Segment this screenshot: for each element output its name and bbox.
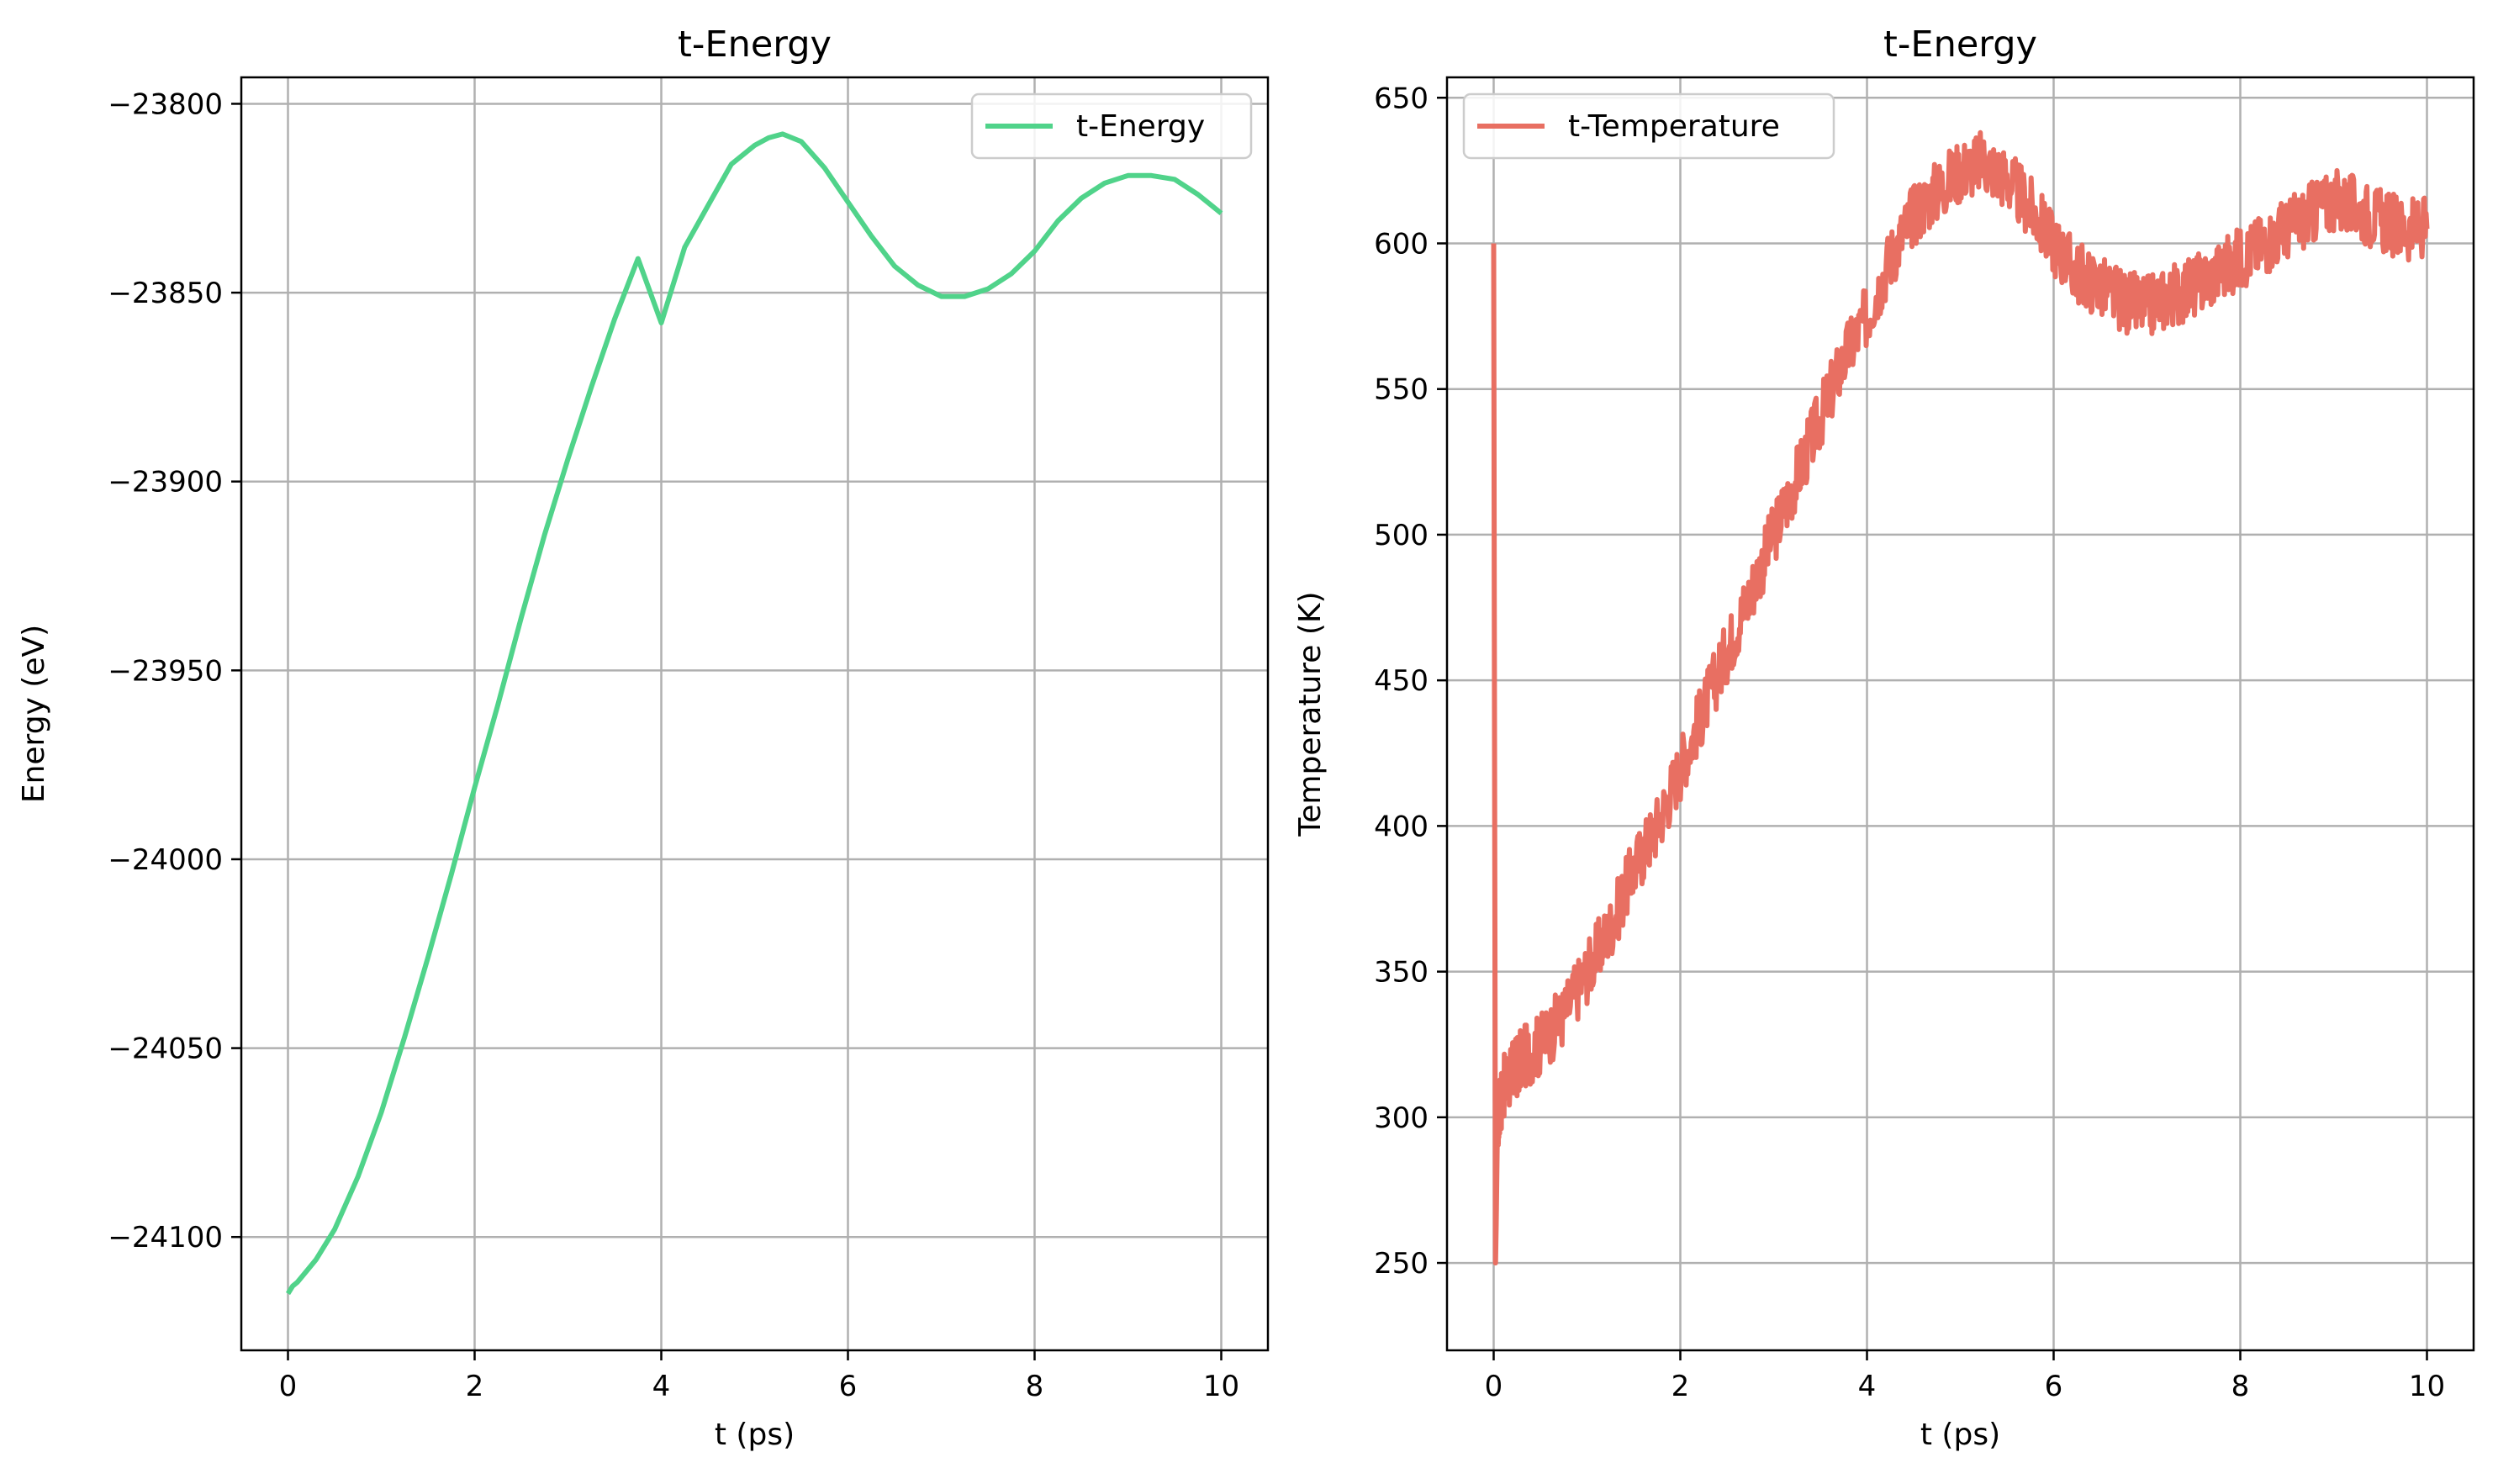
x-tick-label: 6 [2045,1370,2063,1403]
x-tick-label: 4 [652,1370,671,1403]
x-axis-label: t (ps) [715,1418,795,1452]
energy-plot: 0 2 4 6 8 10 −24100 −24050 −24000 −23950 −23900 −23… [17,24,1270,1452]
y-tick-label: 550 [1374,373,1429,407]
legend: t-Energy [970,92,1253,160]
y-tick-label: 450 [1374,664,1429,698]
y-tick-label: 650 [1374,82,1429,115]
x-axis-label: t (ps) [1920,1418,2000,1452]
legend-label: t-Energy [1076,109,1205,144]
y-tick-label: 300 [1374,1101,1429,1135]
axes-frame [240,76,1270,1352]
legend: t-Temperature [1462,92,1835,160]
x-tick-label: 2 [1671,1370,1690,1403]
legend-label: t-Temperature [1568,109,1780,144]
legend-box [1462,92,1835,160]
temperature-plot: 0 2 4 6 8 10 250 300 350 400 450 500 550 600 650 t-Ener… [1293,24,2475,1452]
y-tick-label: −24100 [108,1221,223,1254]
x-tick-label: 10 [2409,1370,2445,1403]
x-tick-label: 4 [1858,1370,1877,1403]
y-tick-label: 500 [1374,519,1429,552]
y-tick-label: −23900 [108,466,223,499]
y-axis-label: Energy (eV) [17,625,51,803]
y-tick-label: −23850 [108,277,223,310]
x-tick-label: 8 [2231,1370,2250,1403]
x-tick-label: 0 [279,1370,298,1403]
x-tick-label: 6 [839,1370,858,1403]
y-tick-label: −23800 [108,87,223,121]
y-axis-label: Temperature (K) [1293,591,1328,837]
x-tick-label: 10 [1203,1370,1239,1403]
y-tick-label: 400 [1374,810,1429,843]
series-line-t-Temperature [1491,129,2430,1266]
series-line-t-Energy [285,131,1223,1296]
legend-box [970,92,1253,160]
y-tick-label: −23950 [108,654,223,688]
x-tick-label: 8 [1026,1370,1044,1403]
plot-title: t-Energy [1883,24,2037,66]
y-tick-label: 350 [1374,956,1429,990]
y-tick-label: −24000 [108,843,223,877]
x-tick-label: 2 [466,1370,484,1403]
y-tick-label: 600 [1374,227,1429,261]
y-tick-label: −24050 [108,1032,223,1066]
axes-frame [1445,76,2475,1352]
plot-title: t-Energy [678,24,832,66]
y-tick-label: 250 [1374,1247,1429,1281]
x-tick-label: 0 [1485,1370,1503,1403]
